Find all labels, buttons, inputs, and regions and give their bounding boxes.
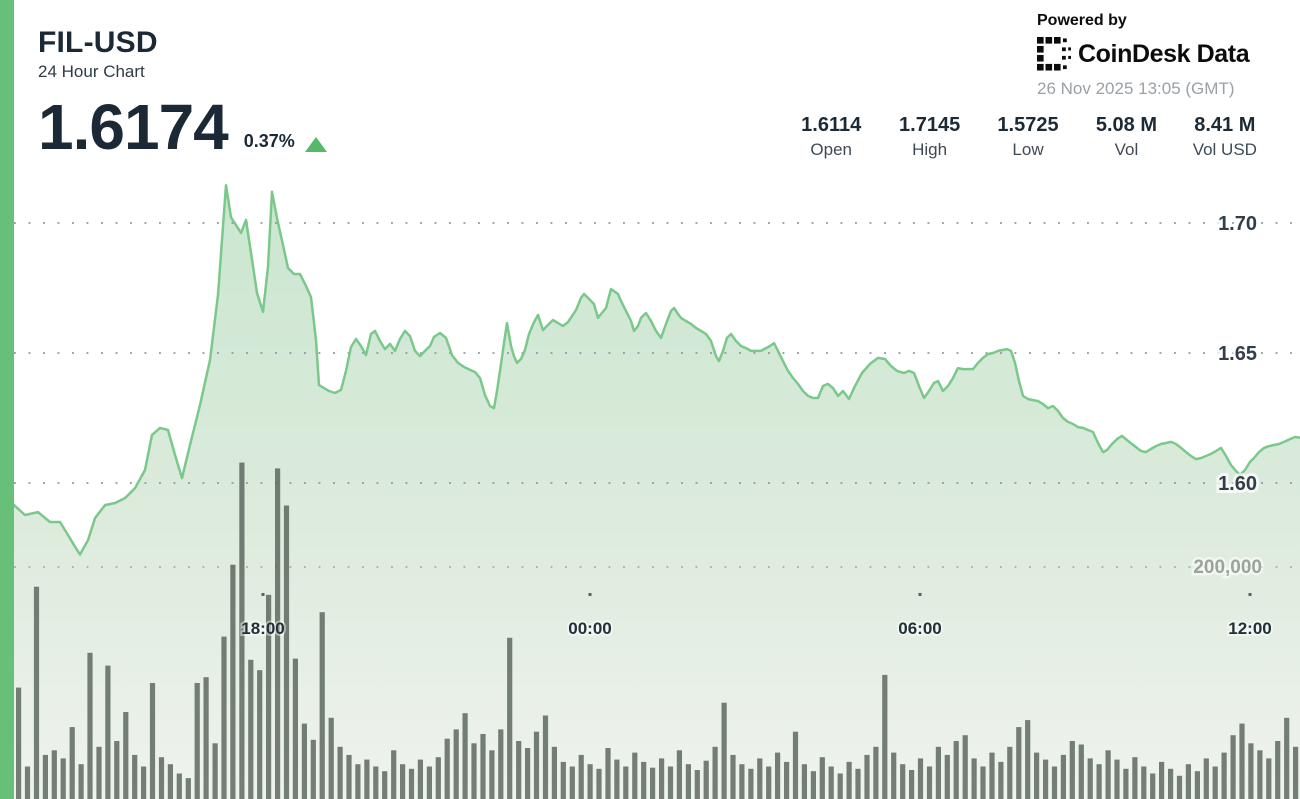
stat-vol-usd-value: 8.41 M bbox=[1194, 114, 1256, 136]
stat-open-label: Open bbox=[810, 140, 852, 159]
price-tick-label: 1.65 bbox=[1218, 343, 1257, 365]
stat-low-value: 1.5725 bbox=[997, 114, 1059, 136]
time-tick-label: 12:00 bbox=[1228, 619, 1271, 638]
symbol-title: FIL-USD bbox=[38, 26, 158, 59]
left-accent-bar bbox=[0, 0, 14, 799]
stat-open-value: 1.6114 bbox=[801, 114, 862, 136]
change-percent: 0.37% bbox=[243, 131, 295, 152]
price-tick-label: 1.70 bbox=[1218, 213, 1257, 235]
stat-open: 1.6114 Open bbox=[782, 112, 880, 162]
time-tick-label: 18:00 bbox=[241, 619, 284, 638]
volume-tick-label: 200,000 bbox=[1193, 557, 1262, 578]
timestamp: 26 Nov 2025 13:05 (GMT) bbox=[1037, 79, 1235, 98]
axis-labels: 1.70 1.65 1.60 200,000 18:00 00:00 06:00 12:00 bbox=[239, 210, 1273, 640]
price-tick-label: 1.60 bbox=[1218, 473, 1257, 495]
coindesk-data-logo[interactable]: CoinDesk Data bbox=[1037, 37, 1263, 71]
stat-vol-usd: 8.41 M Vol USD bbox=[1176, 112, 1274, 162]
price-area-fill bbox=[14, 185, 1300, 799]
stat-vol-label: Vol bbox=[1114, 140, 1139, 159]
stat-vol-value: 5.08 M bbox=[1095, 114, 1157, 136]
stat-high-value: 1.7145 bbox=[899, 114, 961, 136]
stat-vol-usd-label: Vol USD bbox=[1192, 140, 1257, 159]
volume-bars bbox=[16, 462, 1299, 799]
brand-name: CoinDesk Data bbox=[1078, 39, 1250, 68]
last-price: 1.6174 bbox=[38, 91, 229, 163]
stat-high: 1.7145 High bbox=[880, 112, 978, 162]
stat-low: 1.5725 Low bbox=[979, 112, 1077, 162]
price-line bbox=[12, 184, 1300, 556]
powered-by-label: Powered by bbox=[1037, 12, 1127, 29]
stat-low-label: Low bbox=[1012, 140, 1044, 159]
stat-high-label: High bbox=[912, 140, 948, 159]
time-tick-label: 06:00 bbox=[898, 619, 941, 638]
coindesk-logo-icon bbox=[1037, 37, 1071, 71]
title-block: FIL-USD 24 Hour Chart bbox=[38, 26, 158, 82]
stats-row: 1.6114 Open 1.7145 High 1.5725 Low 5.08 … bbox=[782, 112, 1274, 162]
chart-subtitle: 24 Hour Chart bbox=[38, 62, 145, 81]
time-tick-label: 00:00 bbox=[568, 619, 611, 638]
brand-block: Powered by CoinDesk Data 26 Nov 2025 13:… bbox=[1037, 12, 1263, 99]
stat-vol: 5.08 M Vol bbox=[1077, 112, 1175, 162]
price-row: 1.6174 0.37% bbox=[38, 92, 327, 162]
up-arrow-icon bbox=[304, 137, 327, 153]
